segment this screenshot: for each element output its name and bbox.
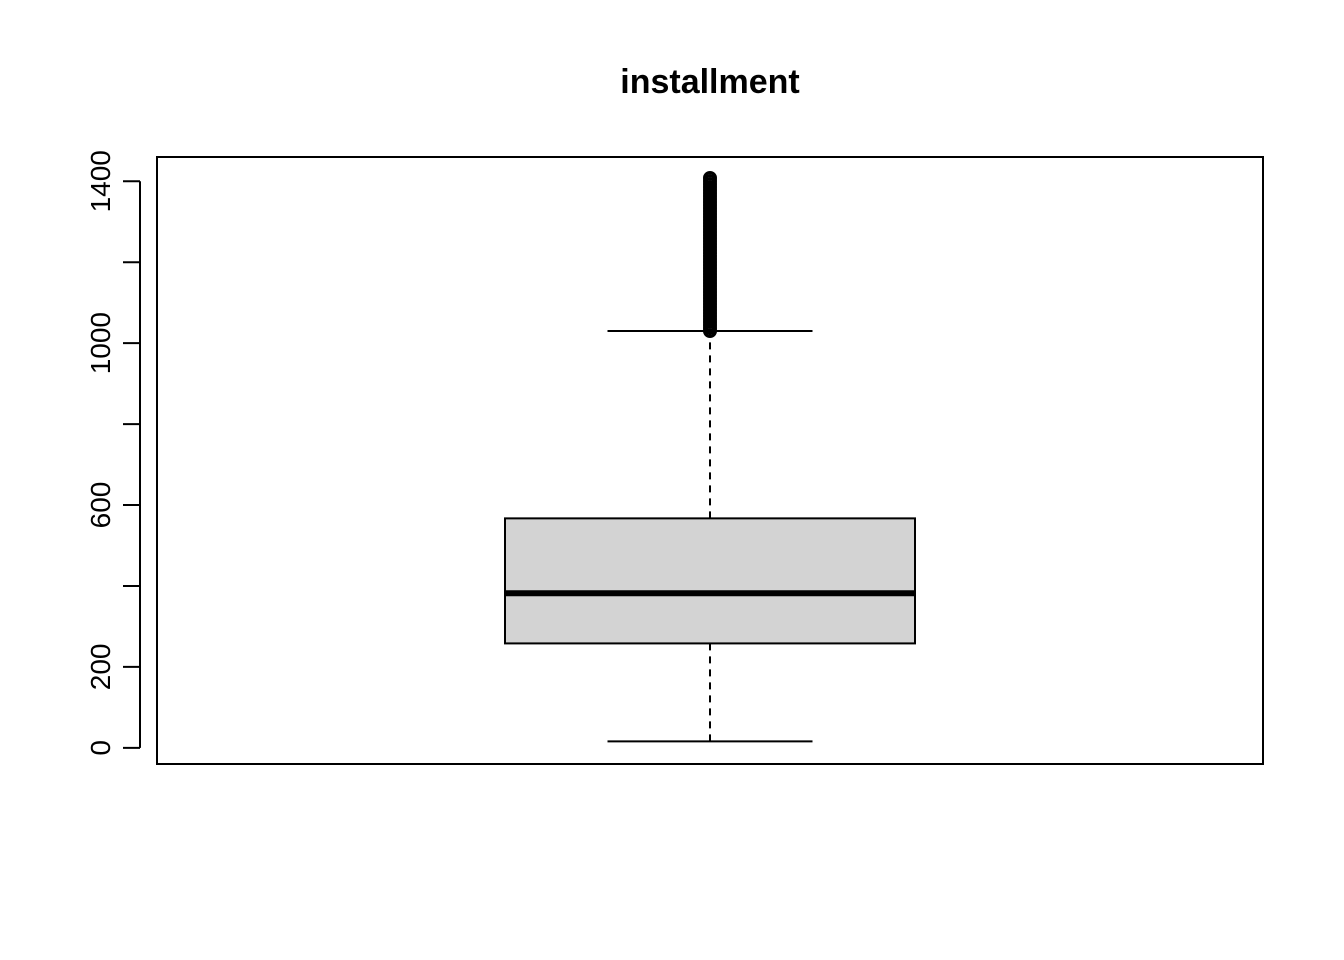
y-tick-label-1000: 1000 [85,312,116,374]
plot-frame [156,156,1264,765]
outlier-point [703,171,717,186]
y-axis-ticks: 0 200 600 1000 1400 [85,150,140,756]
y-tick-label-0: 0 [85,740,116,756]
y-tick-label-200: 200 [85,644,116,691]
iqr-box [504,517,916,645]
chart-title: installment [620,63,799,101]
box-group [504,171,916,743]
y-tick-label-600: 600 [85,482,116,529]
y-tick-label-1400: 1400 [85,150,116,212]
